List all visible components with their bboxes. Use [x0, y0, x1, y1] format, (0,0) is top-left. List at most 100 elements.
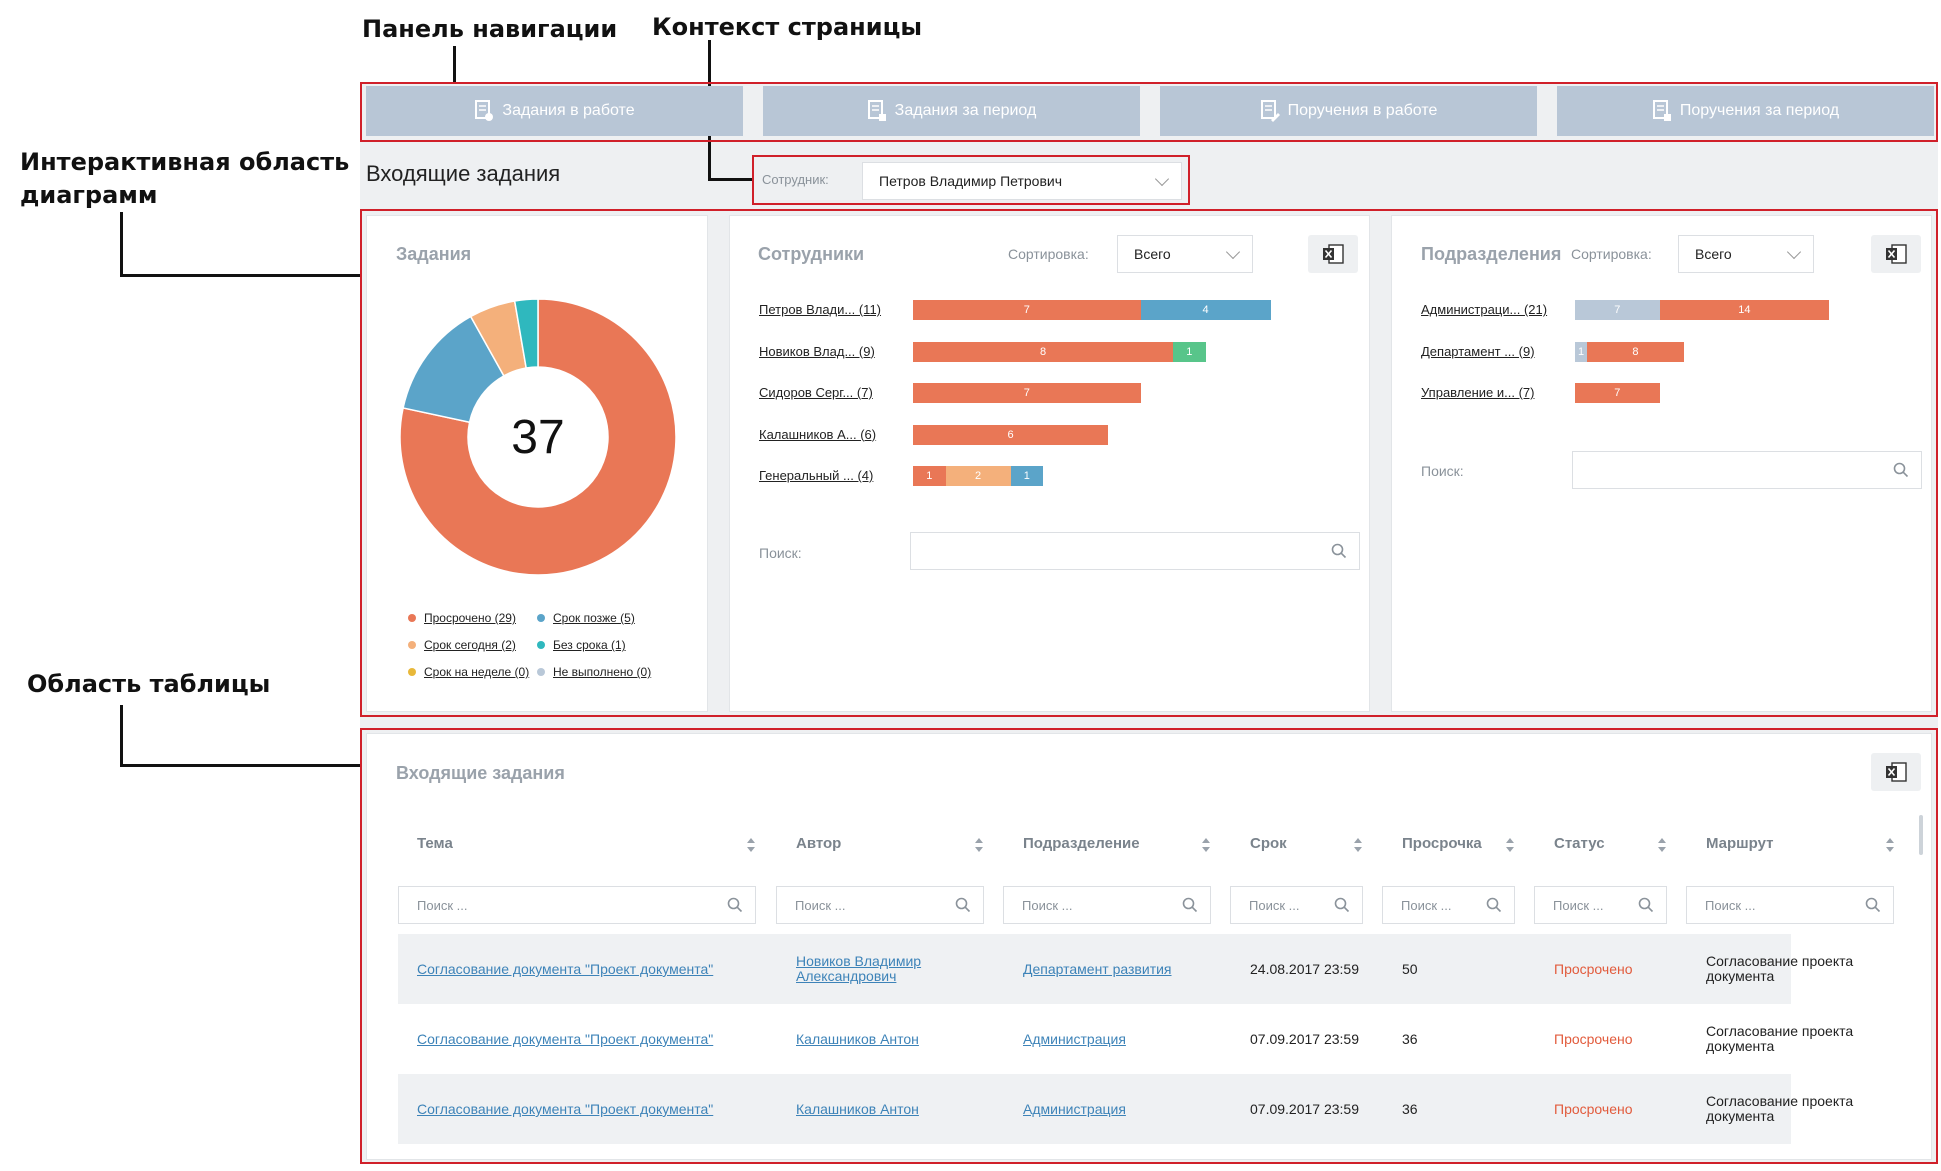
- row-department-link[interactable]: Администрация: [1023, 1031, 1126, 1047]
- donut-slice[interactable]: [399, 298, 677, 576]
- bar-category-label[interactable]: Петров Влади... (11): [759, 302, 882, 317]
- table-scrollbar[interactable]: [1919, 815, 1923, 855]
- sort-icon[interactable]: [1506, 838, 1514, 852]
- sort-icon[interactable]: [1202, 838, 1210, 852]
- bar-segment[interactable]: 6: [913, 424, 1108, 445]
- filter-route-input[interactable]: Поиск ...: [1686, 886, 1894, 924]
- row-department-link[interactable]: Администрация: [1023, 1101, 1126, 1117]
- legend-label: Срок на неделе (0): [424, 665, 530, 679]
- bar-category-label[interactable]: Калашников А... (6): [759, 426, 877, 442]
- stacked-bar[interactable]: 7: [1575, 383, 1660, 403]
- bar-segment[interactable]: 14: [1659, 300, 1830, 320]
- legend-item[interactable]: Просрочено (29): [408, 611, 516, 625]
- departments-export-excel-button[interactable]: [1871, 235, 1921, 273]
- filter-department-input[interactable]: Поиск ...: [1003, 886, 1211, 924]
- stacked-bar[interactable]: 6: [913, 424, 1108, 445]
- row-author-link[interactable]: Новиков Владимир Александрович: [796, 953, 922, 984]
- nav-tasks-in-progress[interactable]: Задания в работе: [366, 86, 743, 136]
- sort-icon[interactable]: [975, 838, 983, 852]
- bar-segment[interactable]: 7: [913, 383, 1141, 403]
- legend-item[interactable]: Срок на неделе (0): [408, 665, 529, 679]
- bar-segment[interactable]: 1: [1575, 341, 1588, 362]
- bar-segment[interactable]: 8: [913, 341, 1173, 362]
- employee-select[interactable]: Петров Владимир Петрович: [862, 162, 1182, 200]
- column-header-department[interactable]: Подразделение: [1023, 835, 1140, 852]
- bar-segment[interactable]: 1: [1010, 466, 1043, 486]
- tasks-donut-chart[interactable]: [396, 295, 680, 579]
- filter-author-input[interactable]: Поиск ...: [776, 886, 984, 924]
- legend-item[interactable]: Срок позже (5): [537, 611, 635, 625]
- row-topic-link[interactable]: Согласование документа "Проект документа…: [417, 1101, 714, 1117]
- legend-item[interactable]: Срок сегодня (2): [408, 638, 516, 652]
- bar-category-label[interactable]: Генеральный ... (4): [759, 468, 874, 483]
- bar-segment[interactable]: 4: [1140, 300, 1271, 320]
- column-header-author[interactable]: Автор: [796, 835, 842, 852]
- search-icon: [1865, 897, 1881, 913]
- row-overdue: 36: [1402, 1031, 1418, 1047]
- filter-overdue-input[interactable]: Поиск ...: [1382, 886, 1515, 924]
- sort-icon[interactable]: [1658, 838, 1666, 852]
- legend-item[interactable]: Без срока (1): [537, 638, 626, 652]
- column-header-overdue[interactable]: Просрочка: [1402, 835, 1482, 852]
- legend-dot: [537, 614, 545, 622]
- row-author-link[interactable]: Калашников Антон: [796, 1101, 919, 1117]
- table-row[interactable]: Согласование документа "Проект документа…: [398, 934, 1853, 1004]
- sort-icon[interactable]: [1886, 838, 1894, 852]
- employees-sort-select[interactable]: Всего: [1117, 235, 1253, 273]
- column-header-status[interactable]: Статус: [1554, 835, 1605, 852]
- row-route: Согласование проекта документа: [1706, 1093, 1854, 1124]
- bar-segment[interactable]: 1: [913, 466, 946, 486]
- bar-segment[interactable]: 1: [1173, 341, 1206, 362]
- row-department-link[interactable]: Департамент развития: [1023, 961, 1172, 977]
- filter-status-input[interactable]: Поиск ...: [1534, 886, 1667, 924]
- bar-segment[interactable]: 7: [1575, 383, 1660, 403]
- row-route: Согласование проекта документа: [1706, 953, 1854, 984]
- table-export-excel-button[interactable]: [1871, 753, 1921, 791]
- stacked-bar[interactable]: 7 14: [1575, 300, 1830, 320]
- employees-search-input[interactable]: [910, 532, 1360, 570]
- employees-bar-chart[interactable]: Петров Влади... (11) 7 4 Новиков Влад... (9…: [759, 300, 1359, 500]
- bar-segment[interactable]: 7: [1575, 300, 1660, 320]
- sort-icon[interactable]: [1354, 838, 1362, 852]
- stacked-bar[interactable]: 7: [913, 383, 1141, 403]
- legend-dot: [408, 668, 416, 676]
- connector-line: [120, 764, 360, 767]
- table-row[interactable]: Согласование документа "Проект документа…: [398, 1074, 1853, 1144]
- departments-search-input[interactable]: [1572, 451, 1922, 489]
- nav-orders-for-period[interactable]: Поручения за период: [1557, 86, 1934, 136]
- connector-line: [708, 178, 753, 181]
- excel-icon: [1886, 762, 1907, 782]
- nav-label: Поручения в работе: [1287, 102, 1438, 119]
- departments-bar-chart[interactable]: Администраци... (21) 7 14 Департамент ... (…: [1421, 300, 1921, 420]
- row-status: Просрочено: [1554, 1031, 1633, 1047]
- donut-slice[interactable]: [513, 298, 539, 369]
- column-header-due[interactable]: Срок: [1250, 835, 1287, 852]
- bar-segment[interactable]: 2: [945, 466, 1011, 486]
- departments-sort-label: Сортировка:: [1571, 246, 1652, 262]
- nav-orders-in-progress[interactable]: Поручения в работе: [1160, 86, 1537, 136]
- employees-export-excel-button[interactable]: [1308, 235, 1358, 273]
- sort-icon[interactable]: [747, 838, 755, 852]
- table-row[interactable]: Согласование документа "Проект документа…: [398, 1004, 1853, 1074]
- filter-due-input[interactable]: Поиск ...: [1230, 886, 1363, 924]
- departments-sort-select[interactable]: Всего: [1678, 235, 1814, 273]
- bar-category-label[interactable]: Управление и... (7): [1421, 385, 1535, 400]
- column-header-route[interactable]: Маршрут: [1706, 835, 1774, 852]
- bar-category-label[interactable]: Департамент ... (9): [1421, 343, 1535, 359]
- row-author-link[interactable]: Калашников Антон: [796, 1031, 919, 1047]
- bar-segment[interactable]: 7: [913, 300, 1141, 320]
- nav-tasks-for-period[interactable]: Задания за период: [763, 86, 1140, 136]
- legend-item[interactable]: Не выполнено (0): [537, 665, 651, 679]
- filter-topic-input[interactable]: Поиск ...: [398, 886, 756, 924]
- row-topic-link[interactable]: Согласование документа "Проект документа…: [417, 1031, 714, 1047]
- bar-segment[interactable]: 8: [1587, 341, 1684, 362]
- bar-category-label[interactable]: Администраци... (21): [1421, 302, 1548, 317]
- column-header-topic[interactable]: Тема: [417, 835, 453, 852]
- row-topic-link[interactable]: Согласование документа "Проект документа…: [417, 961, 714, 977]
- bar-category-label[interactable]: Новиков Влад... (9): [759, 343, 875, 359]
- bar-category-label[interactable]: Сидоров Серг... (7): [759, 385, 873, 400]
